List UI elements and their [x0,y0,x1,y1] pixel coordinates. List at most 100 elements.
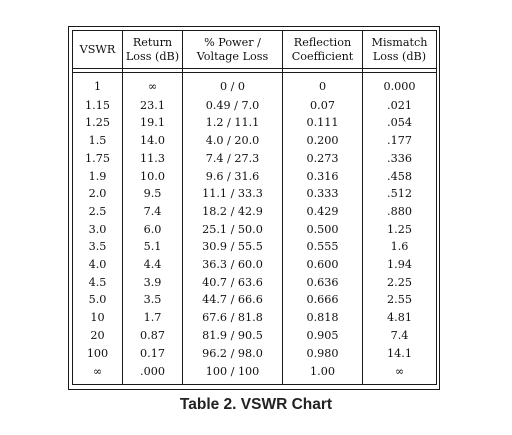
table-cell-power-voltage-loss: 0 / 0 [183,73,283,97]
table-cell-reflection-coefficient: 0.200 [283,132,363,150]
table-cell-vswr: 1.15 [73,96,123,115]
table-row: 1.9 10.0 9.6 / 31.6 0.316 .458 [73,167,436,186]
table-cell-reflection-coefficient: 0.666 [283,291,363,310]
table-cell-power-voltage-loss: 36.3 / 60.0 [183,256,283,274]
table-cell-return-loss: 0.17 [123,344,183,363]
table-cell-mismatch-loss: 4.81 [387,311,412,325]
table-row: 100 0.17 96.2 / 98.0 0.980 14.1 [73,344,436,363]
table-cell-mismatch-loss: .336 [387,151,412,165]
table-cell-return-loss: 4.4 [123,256,183,274]
table-cell-power-voltage-loss: 81.9 / 90.5 [183,327,283,345]
table-cell-power-voltage-loss: 1.2 / 11.1 [183,114,283,133]
table-cell-reflection-coefficient: 0.905 [283,327,363,345]
table-cell-reflection-coefficient: 0 [283,73,363,97]
table-cell-mismatch-loss: .177 [387,134,412,148]
table-cell-reflection-coefficient: 0.636 [283,273,363,292]
table-cell-mismatch-loss: .880 [387,204,412,218]
table-cell-return-loss: 10.0 [123,167,183,186]
table-cell-power-voltage-loss: 7.4 / 27.3 [183,150,283,168]
column-header-line: Coefficient [291,50,354,63]
table-cell-reflection-coefficient: 0.07 [283,96,363,115]
table-cell-vswr: ∞ [73,362,123,384]
table-cell-reflection-coefficient: 0.555 [283,238,363,257]
table-cell-reflection-coefficient: 0.333 [283,185,363,204]
table-cell-vswr: 1.5 [73,132,123,150]
column-header-line: VSWR [79,43,116,56]
table-row: 10 1.7 67.6 / 81.8 0.818 4.81 [73,309,436,328]
table-cell-vswr: 1.25 [73,114,123,133]
table-cell-reflection-coefficient: 0.600 [283,256,363,274]
table-cell-mismatch-loss: 1.25 [387,222,412,236]
table-cell-return-loss: 3.9 [123,273,183,292]
table-cell-return-loss: 11.3 [123,150,183,168]
table-row: 3.5 5.1 30.9 / 55.5 0.555 1.6 [73,238,436,257]
table-cell-power-voltage-loss: 25.1 / 50.0 [183,220,283,239]
table-cell-mismatch-loss: .054 [387,116,412,130]
table-row: 3.0 6.0 25.1 / 50.0 0.500 1.25 [73,220,436,239]
table-row: 1 ∞ 0 / 0 0 0.000 [73,73,436,97]
table-cell-power-voltage-loss: 40.7 / 63.6 [183,273,283,292]
table-cell-reflection-coefficient: 1.00 [283,362,363,384]
column-header-line: Loss (dB) [125,50,180,63]
table-cell-mismatch-loss: 1.6 [390,240,409,254]
table-cell-mismatch-loss: 2.25 [387,275,412,289]
table-cell-mismatch-loss: .458 [387,169,412,183]
table-row: 1.25 19.1 1.2 / 11.1 0.111 .054 [73,114,436,133]
header-row: VSWR Return Loss (dB)% Power / Voltage Loss… [73,31,436,69]
table-cell-vswr: 3.5 [73,238,123,257]
table-body: 1 ∞ 0 / 0 0 0.000 1.15 23.1 0.49 / 7.0 0.07.021 1… [73,73,436,384]
table-row: 2.0 9.5 11.1 / 33.3 0.333 .512 [73,185,436,204]
table-cell-reflection-coefficient: 0.818 [283,309,363,328]
table-cell-return-loss: 14.0 [123,132,183,150]
table-cell-vswr: 2.0 [73,185,123,204]
column-header-line: Mismatch [371,36,428,49]
table-cell-power-voltage-loss: 30.9 / 55.5 [183,238,283,257]
table-cell-power-voltage-loss: 4.0 / 20.0 [183,132,283,150]
table-cell-mismatch-loss: ∞ [394,364,405,378]
table-cell-vswr: 1 [73,73,123,97]
table-cell-return-loss: 0.87 [123,327,183,345]
table-cell-power-voltage-loss: 67.6 / 81.8 [183,309,283,328]
table-cell-reflection-coefficient: 0.316 [283,167,363,186]
table-row: 1.5 14.0 4.0 / 20.0 0.200 .177 [73,132,436,150]
table-cell-mismatch-loss: 1.94 [387,258,412,272]
table-cell-return-loss: ∞ [123,73,183,97]
table-cell-return-loss: 23.1 [123,96,183,115]
table-cell-return-loss: 7.4 [123,203,183,221]
vswr-table-frame: VSWR Return Loss (dB)% Power / Voltage Loss… [68,26,440,390]
table-row: 4.0 4.4 36.3 / 60.0 0.600 1.94 [73,256,436,274]
column-header-line: Loss (dB) [372,50,427,63]
table-cell-reflection-coefficient: 0.111 [283,114,363,133]
table-cell-power-voltage-loss: 0.49 / 7.0 [183,96,283,115]
table-caption: Table 2. VSWR Chart [179,396,333,413]
table-cell-reflection-coefficient: 0.429 [283,203,363,221]
table-cell-mismatch-loss: 2.55 [387,293,412,307]
column-header-mismatch-loss: Mismatch Loss (dB) [363,31,436,69]
table-cell-return-loss: 9.5 [123,185,183,204]
table-cell-vswr: 1.75 [73,150,123,168]
column-header-power-voltage-loss: % Power / Voltage Loss [183,31,283,69]
table-cell-mismatch-loss: 7.4 [390,328,409,342]
table-cell-return-loss: .000 [123,362,183,384]
column-header-return-loss: Return Loss (dB) [123,31,183,69]
table-cell-vswr: 3.0 [73,220,123,239]
column-header-line: Reflection [293,36,352,49]
table-cell-vswr: 100 [73,344,123,363]
table-cell-return-loss: 5.1 [123,238,183,257]
table-cell-power-voltage-loss: 18.2 / 42.9 [183,203,283,221]
table-cell-reflection-coefficient: 0.500 [283,220,363,239]
table-cell-power-voltage-loss: 100 / 100 [183,362,283,384]
column-header-line: Voltage Loss [196,50,269,63]
table-cell-mismatch-loss: 0.000 [383,80,416,94]
table-cell-power-voltage-loss: 96.2 / 98.0 [183,344,283,363]
table-cell-vswr: 10 [73,309,123,328]
table-row: 4.5 3.9 40.7 / 63.6 0.636 2.25 [73,273,436,292]
table-cell-reflection-coefficient: 0.273 [283,150,363,168]
table-cell-mismatch-loss: .512 [387,187,412,201]
table-cell-power-voltage-loss: 11.1 / 33.3 [183,185,283,204]
table-cell-mismatch-loss: 14.1 [387,346,412,360]
table-row: 2.5 7.4 18.2 / 42.9 0.429 .880 [73,203,436,221]
table-cell-vswr: 2.5 [73,203,123,221]
column-header-vswr: VSWR [73,31,123,69]
table-row: 1.75 11.3 7.4 / 27.3 0.273 .336 [73,150,436,168]
